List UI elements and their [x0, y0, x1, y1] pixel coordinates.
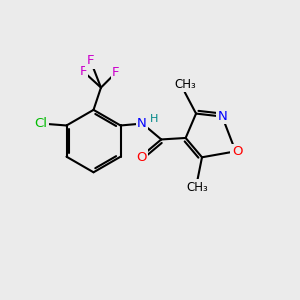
- Text: H: H: [150, 114, 159, 124]
- Text: O: O: [136, 151, 147, 164]
- Text: N: N: [217, 110, 227, 123]
- Text: F: F: [80, 65, 87, 78]
- Text: F: F: [87, 54, 94, 67]
- Text: CH₃: CH₃: [187, 181, 208, 194]
- Text: N: N: [137, 118, 147, 130]
- Text: Cl: Cl: [35, 118, 48, 130]
- Text: F: F: [112, 66, 120, 79]
- Text: CH₃: CH₃: [174, 78, 196, 91]
- Text: O: O: [232, 145, 242, 158]
